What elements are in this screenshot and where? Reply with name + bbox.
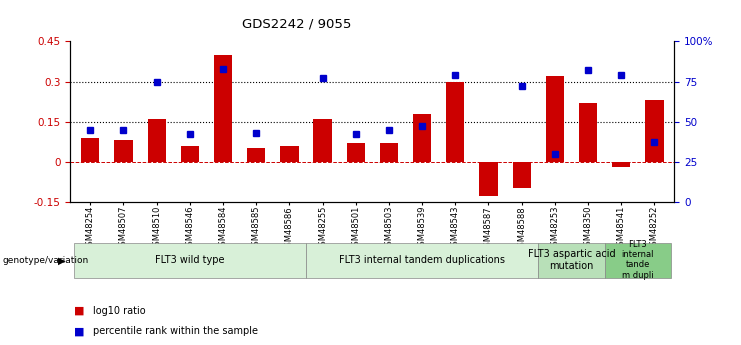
Bar: [114, 140, 133, 162]
Bar: [479, 162, 498, 197]
Text: ■: ■: [74, 306, 84, 315]
Bar: [82, 138, 99, 162]
Text: ■: ■: [74, 326, 84, 336]
Text: FLT3 wild type: FLT3 wild type: [155, 255, 225, 265]
Bar: [347, 143, 365, 162]
Bar: [413, 114, 431, 162]
Bar: [313, 119, 332, 162]
Bar: [306, 244, 538, 277]
Bar: [645, 100, 663, 162]
Bar: [147, 119, 166, 162]
Bar: [612, 162, 631, 167]
Bar: [605, 244, 671, 277]
Bar: [446, 81, 465, 162]
Text: FLT3 aspartic acid
mutation: FLT3 aspartic acid mutation: [528, 249, 615, 270]
Text: FLT3
internal
tande
m dupli: FLT3 internal tande m dupli: [622, 240, 654, 280]
Bar: [579, 103, 597, 162]
Bar: [538, 244, 605, 277]
Text: log10 ratio: log10 ratio: [93, 306, 145, 315]
Bar: [280, 146, 299, 162]
Bar: [247, 148, 265, 162]
Bar: [545, 76, 564, 162]
Text: GDS2242 / 9055: GDS2242 / 9055: [242, 17, 351, 30]
Bar: [181, 146, 199, 162]
Bar: [73, 244, 306, 277]
Bar: [380, 143, 398, 162]
Text: percentile rank within the sample: percentile rank within the sample: [93, 326, 258, 336]
Bar: [513, 162, 531, 188]
Bar: [214, 55, 232, 162]
Text: ▶: ▶: [58, 256, 65, 265]
Text: genotype/variation: genotype/variation: [3, 256, 89, 265]
Text: FLT3 internal tandem duplications: FLT3 internal tandem duplications: [339, 255, 505, 265]
